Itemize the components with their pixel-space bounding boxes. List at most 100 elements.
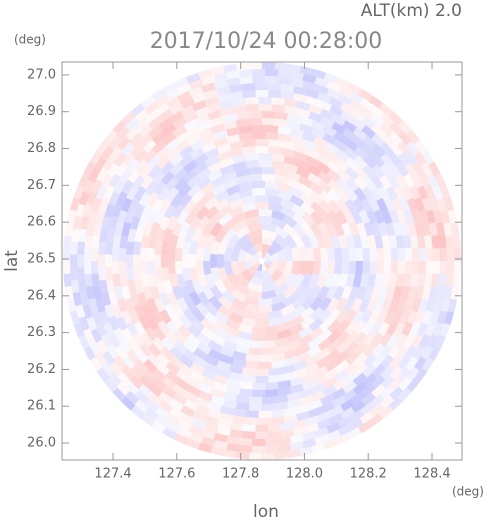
echo-cell <box>221 289 237 304</box>
echo-cell <box>309 210 324 226</box>
echo-cell <box>115 344 128 360</box>
echo-cell <box>290 441 304 451</box>
chart-title: 2017/10/24 00:28:00 <box>150 29 383 54</box>
echo-cell <box>204 311 219 326</box>
echo-cell <box>388 298 400 313</box>
echo-cell <box>421 357 435 372</box>
echo-cell <box>238 330 253 341</box>
echo-cell <box>378 221 389 237</box>
echo-cell <box>148 383 163 397</box>
echo-cell <box>116 316 128 331</box>
echo-cell <box>342 389 357 402</box>
echo-cell <box>210 65 225 76</box>
echo-cell <box>353 175 368 191</box>
echo-cell <box>300 221 315 237</box>
echo-cell <box>154 267 163 281</box>
echo-cell <box>100 333 113 349</box>
echo-cell <box>383 197 396 212</box>
x-tick-label: 127.6 <box>158 467 195 482</box>
echo-cell <box>282 284 298 299</box>
echo-cell <box>393 322 406 337</box>
echo-cell <box>368 95 384 109</box>
echo-cell <box>155 146 171 160</box>
echo-cell <box>229 91 244 100</box>
echo-cell <box>104 377 118 393</box>
echo-cell <box>283 155 298 166</box>
x-tick-label: 127.4 <box>94 467 131 482</box>
echo-cell <box>336 319 351 334</box>
echo-cell <box>150 221 161 237</box>
echo-cell <box>418 209 429 224</box>
echo-cell <box>238 188 253 199</box>
echo-cell <box>326 261 335 275</box>
echo-cell <box>196 341 212 355</box>
echo-cell <box>86 316 98 332</box>
echo-cell <box>238 181 253 192</box>
echo-cell <box>189 291 202 306</box>
echo-cell <box>63 273 72 287</box>
echo-cell <box>63 247 71 261</box>
echo-cell <box>203 246 212 261</box>
echo-cell <box>213 432 228 443</box>
echo-cell <box>265 181 279 190</box>
echo-cell <box>251 180 266 189</box>
echo-cell <box>245 252 254 261</box>
echo-cell <box>70 279 80 294</box>
echo-cell <box>121 221 132 237</box>
echo-cell <box>158 109 173 122</box>
echo-cell <box>307 164 322 177</box>
echo-cell <box>308 233 320 249</box>
echo-cell <box>184 297 198 313</box>
echo-cell <box>362 175 376 191</box>
echo-cell <box>370 222 382 237</box>
subtitle: ALT(km) 2.0 <box>361 1 462 21</box>
echo-cell <box>359 402 375 416</box>
echo-cell <box>277 125 292 136</box>
echo-cell <box>165 146 181 161</box>
echo-cell <box>112 234 122 249</box>
echo-cell <box>379 122 394 137</box>
echo-cell <box>204 155 220 168</box>
echo-cell <box>193 153 209 166</box>
echo-cell <box>160 161 175 176</box>
echo-cell <box>161 385 177 399</box>
echo-cell <box>187 384 202 397</box>
echo-cell <box>137 292 148 307</box>
echo-cell <box>173 168 188 182</box>
echo-cell <box>436 286 446 300</box>
echo-cell <box>158 391 173 405</box>
echo-cell <box>246 281 262 292</box>
echo-cell <box>327 329 342 344</box>
echo-cell <box>452 273 461 287</box>
echo-cell <box>370 114 385 128</box>
echo-cell <box>153 180 167 196</box>
echo-cell <box>274 401 289 411</box>
echo-cell <box>397 152 411 167</box>
echo-cell <box>431 235 440 249</box>
echo-cell <box>308 104 323 116</box>
echo-cell <box>247 289 262 299</box>
echo-cell <box>262 275 274 285</box>
echo-cell <box>165 361 181 376</box>
echo-cell <box>264 261 272 266</box>
echo-cell <box>126 267 135 281</box>
echo-cell <box>315 153 331 166</box>
x-unit: (deg) <box>452 485 484 499</box>
echo-cell <box>169 398 184 412</box>
echo-cell <box>429 310 440 325</box>
echo-cell <box>282 245 293 261</box>
echo-cell <box>175 261 183 275</box>
echo-cell <box>286 170 302 182</box>
echo-cell <box>207 109 222 121</box>
echo-cell <box>411 333 424 349</box>
echo-cell <box>105 267 114 281</box>
echo-cell <box>103 322 116 337</box>
echo-cell <box>405 151 419 166</box>
echo-cell <box>90 328 103 343</box>
echo-cell <box>220 99 235 110</box>
echo-cell <box>231 219 247 234</box>
echo-cell <box>124 298 136 313</box>
echo-cell <box>154 103 170 116</box>
echo-cell <box>312 261 321 276</box>
echo-cell <box>242 430 256 439</box>
